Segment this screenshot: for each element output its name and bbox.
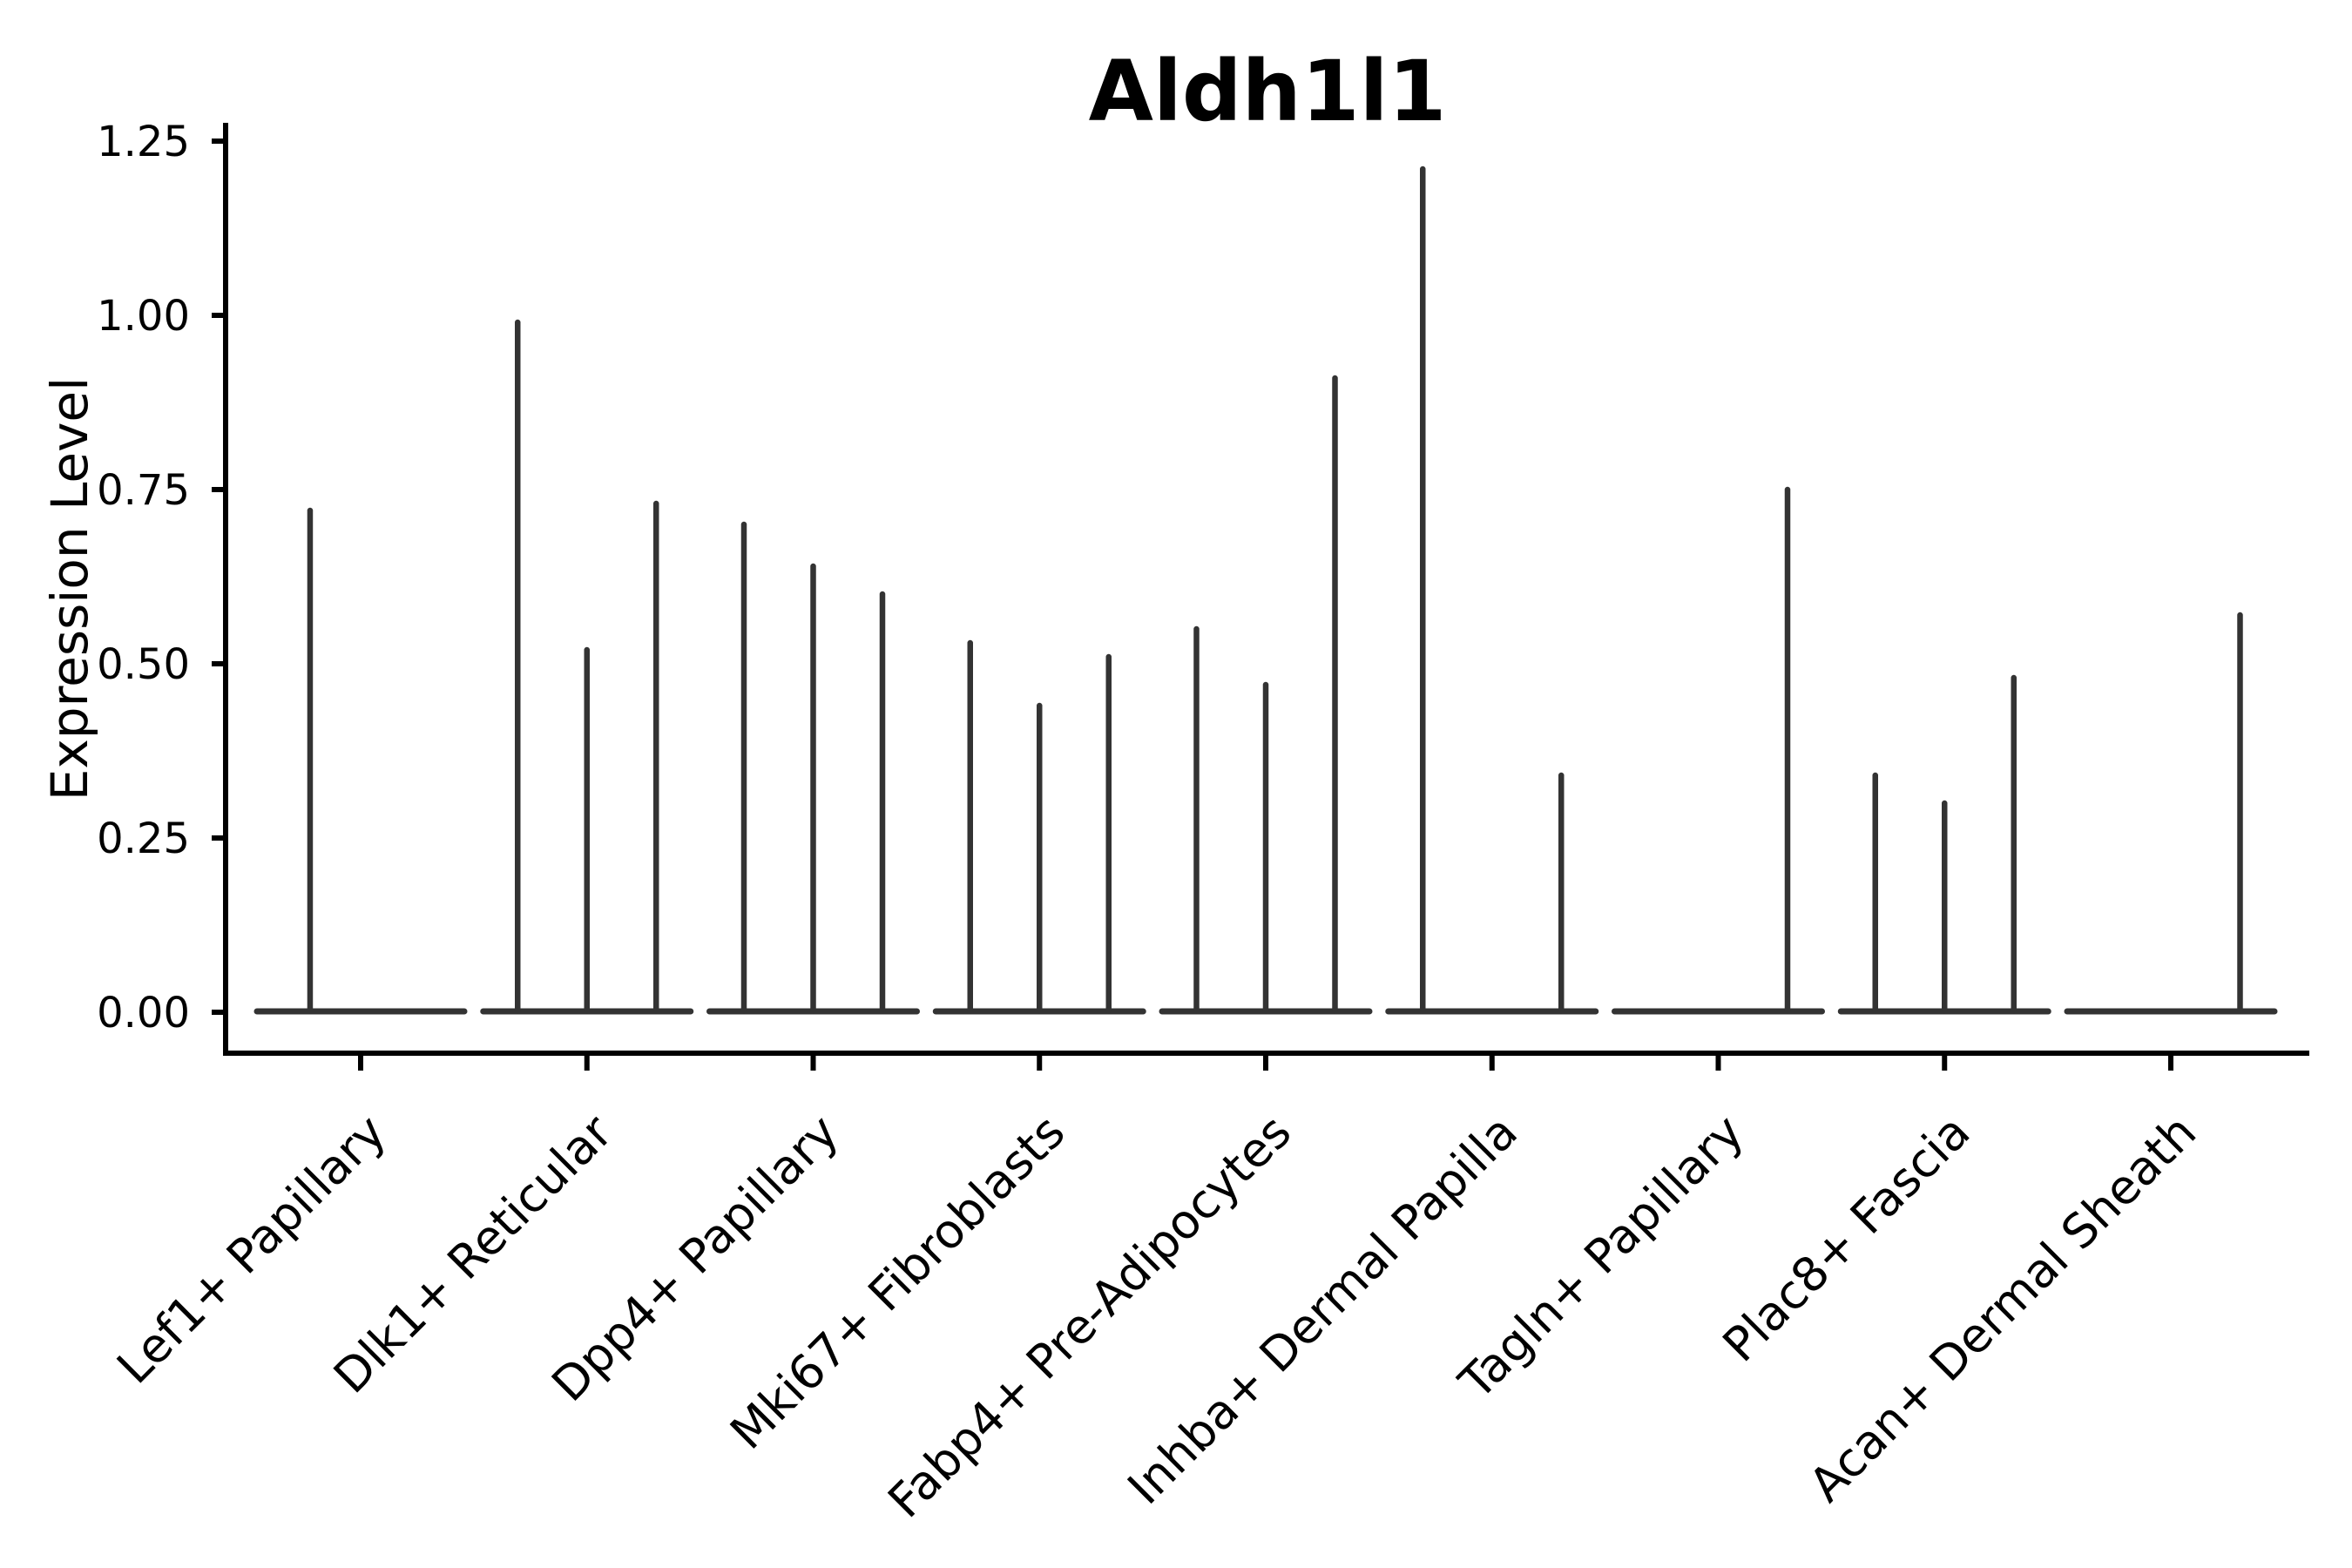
y-axis-label: Expression Level bbox=[40, 377, 99, 801]
y-tick-labels: 0.00 0.25 0.50 0.75 1.00 1.25 bbox=[97, 118, 190, 1037]
y-tick-label: 0.75 bbox=[97, 466, 190, 515]
axes bbox=[212, 123, 2309, 1071]
violins bbox=[253, 166, 2278, 1015]
y-tick-label: 0.50 bbox=[97, 640, 190, 689]
chart-title: Aldh1l1 bbox=[1089, 43, 1447, 140]
y-tick-label: 1.25 bbox=[97, 118, 190, 166]
y-tick-label: 1.00 bbox=[97, 292, 190, 341]
x-tick-label: Acan+ Dermal Sheath bbox=[1799, 1105, 2207, 1512]
y-tick-label: 0.25 bbox=[97, 814, 190, 863]
y-tick-label: 0.00 bbox=[97, 989, 190, 1037]
x-tick-label: Inhba+ Dermal Papilla bbox=[1118, 1105, 1528, 1515]
x-tick-label: Fabp4+ Pre-Adipocytes bbox=[877, 1105, 1301, 1529]
